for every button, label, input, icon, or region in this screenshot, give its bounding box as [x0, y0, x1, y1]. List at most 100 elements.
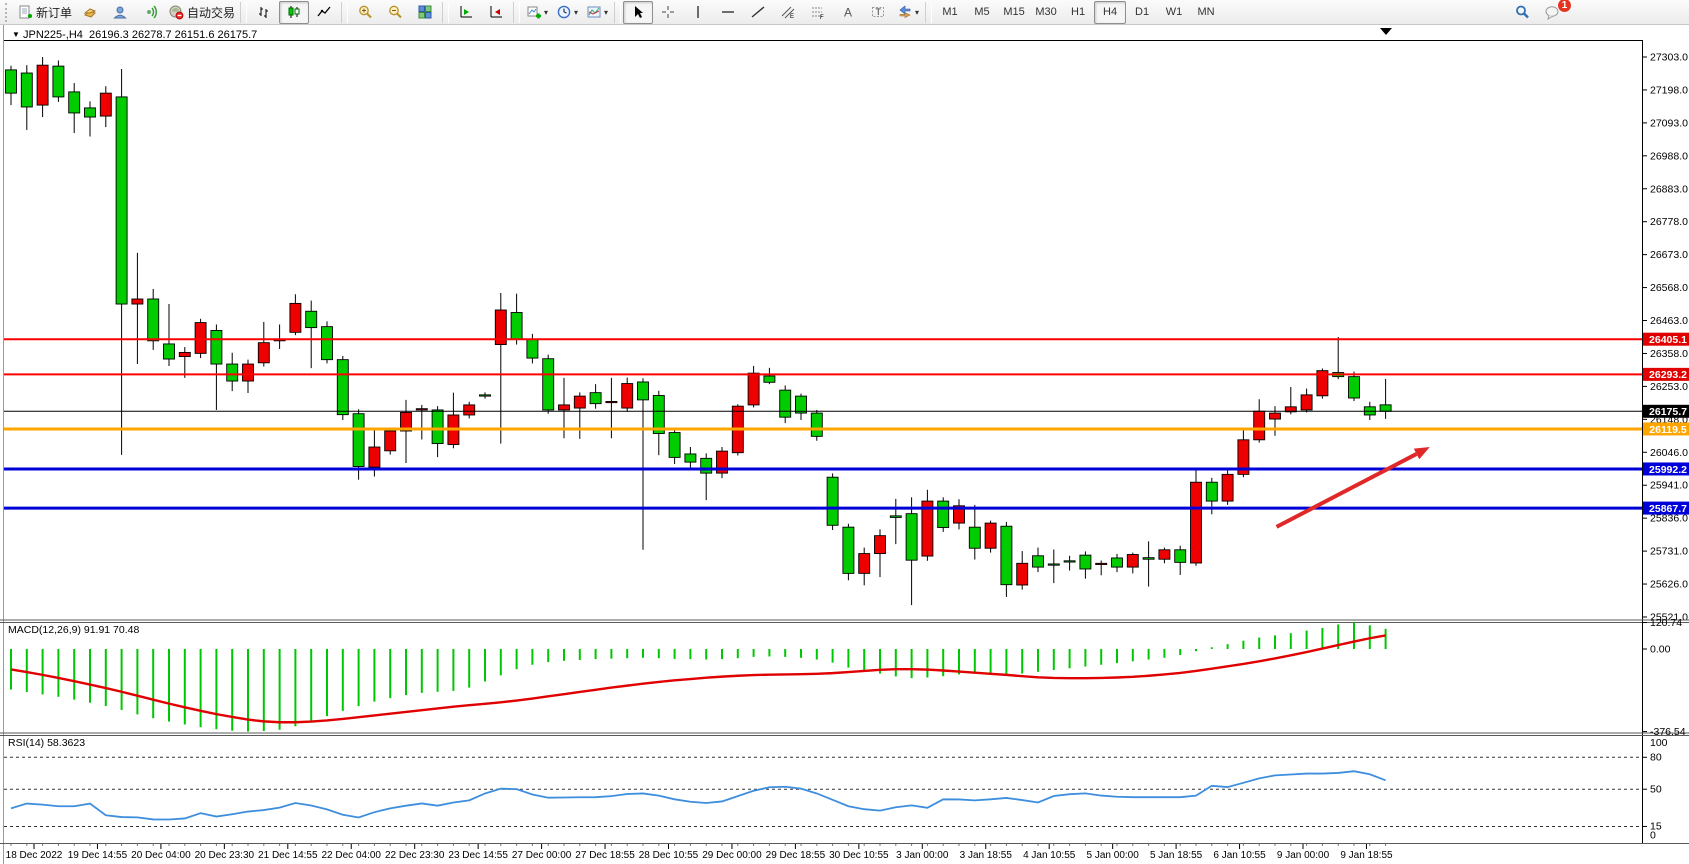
candlestick-button[interactable]	[279, 0, 310, 24]
toolbar-right: 1	[1507, 0, 1572, 24]
tf-h4[interactable]: H4	[1094, 0, 1127, 24]
svg-text:25626.0: 25626.0	[1650, 579, 1688, 591]
candle	[1047, 563, 1060, 566]
price-tag: 26119.5	[1643, 422, 1689, 436]
rsi-label: RSI(14) 58.3623	[8, 737, 86, 749]
tf-mn[interactable]: MN	[1197, 6, 1215, 18]
zoom-out-button[interactable]	[380, 1, 410, 24]
candle	[431, 409, 444, 445]
trendline-button[interactable]	[743, 1, 773, 24]
horizontal-line-button[interactable]	[713, 1, 743, 24]
toolbar-group: E F A T ▾	[623, 0, 923, 25]
candle	[84, 107, 96, 118]
crosshair-button[interactable]	[653, 1, 683, 24]
zoom-in-button[interactable]	[350, 1, 380, 24]
chat-button[interactable]: 1	[1537, 0, 1572, 24]
signals-button[interactable]	[135, 1, 165, 24]
svg-text:E: E	[790, 14, 794, 20]
candle	[115, 96, 128, 305]
line-chart-button[interactable]	[309, 1, 339, 24]
svg-text:27 Dec 18:55: 27 Dec 18:55	[575, 850, 635, 861]
svg-text:19 Dec 14:55: 19 Dec 14:55	[68, 850, 128, 861]
toolbar-separator	[442, 1, 450, 23]
text-label-button[interactable]: T	[863, 1, 893, 24]
tf-m5[interactable]: M5	[974, 6, 990, 18]
candle	[810, 412, 823, 437]
zoom-out-icon	[389, 5, 402, 19]
autotrade-button[interactable]: 自动交易	[165, 1, 238, 24]
svg-text:26568.0: 26568.0	[1650, 282, 1688, 294]
svg-text:T: T	[876, 7, 882, 17]
auto-scroll-button[interactable]	[451, 1, 481, 24]
tf-m1[interactable]: M1	[942, 6, 958, 18]
candlestick-icon	[288, 6, 300, 18]
toolbar-group: ▾ ▾ ▾	[522, 0, 612, 25]
new-chart-button[interactable]: ▾	[522, 1, 552, 24]
candle	[178, 351, 191, 357]
toolbar-separator	[240, 1, 248, 23]
periods-button[interactable]: ▾	[552, 1, 582, 24]
fibonacci-button[interactable]: F	[803, 1, 833, 24]
svg-text:27093.0: 27093.0	[1650, 117, 1688, 129]
candle	[1095, 562, 1108, 565]
svg-text:50: 50	[1650, 784, 1662, 796]
new-order-button[interactable]: 新订单	[14, 1, 75, 24]
signal-icon	[147, 5, 158, 19]
candle	[668, 432, 681, 458]
cursor-button[interactable]	[623, 0, 654, 24]
candle	[953, 505, 965, 524]
tf-m15[interactable]: M15	[1003, 6, 1025, 18]
toolbar-grip[interactable]	[5, 2, 12, 22]
svg-text:26883.0: 26883.0	[1650, 183, 1688, 195]
svg-text:3 Jan 18:55: 3 Jan 18:55	[960, 850, 1013, 861]
autotrade-icon	[169, 5, 184, 20]
chevron-down-icon: ▾	[604, 7, 609, 17]
candle	[1063, 560, 1076, 563]
candle	[415, 408, 428, 411]
chart-shift-button[interactable]	[481, 1, 511, 24]
collapse-icon[interactable]: ▼	[12, 30, 20, 39]
tf-m30[interactable]: M30	[1035, 6, 1057, 18]
search-button[interactable]	[1507, 1, 1537, 24]
candle	[1253, 410, 1266, 441]
trend-arrow[interactable]	[1275, 452, 1418, 529]
bar-chart-button[interactable]	[249, 1, 279, 24]
chart-shift-marker[interactable]	[1380, 28, 1392, 35]
candle	[400, 412, 412, 432]
history-center-button[interactable]	[75, 1, 105, 24]
tile-windows-button[interactable]	[410, 1, 440, 24]
candle	[716, 450, 728, 474]
svg-text:-376.54: -376.54	[1650, 726, 1686, 738]
tf-d1[interactable]: D1	[1135, 6, 1150, 18]
candle	[305, 310, 318, 329]
text-icon: A	[844, 6, 852, 20]
svg-text:0: 0	[1650, 830, 1656, 842]
toolbar-separator	[513, 1, 521, 23]
svg-text:120.74: 120.74	[1650, 617, 1682, 629]
svg-text:29 Dec 18:55: 29 Dec 18:55	[766, 850, 826, 861]
candle	[1205, 481, 1218, 502]
arrows-button[interactable]: ▾	[893, 1, 923, 24]
new-chart-icon	[527, 6, 542, 19]
tf-h1[interactable]: H1	[1071, 6, 1086, 18]
candle	[826, 476, 839, 526]
toolbar-group: M1 M5 M15 M30 H1 H4 D1 W1 MN	[934, 0, 1222, 25]
toolbar-separator	[614, 1, 622, 23]
vertical-line-button[interactable]	[683, 1, 713, 24]
svg-text:29 Dec 00:00: 29 Dec 00:00	[702, 850, 762, 861]
community-button[interactable]	[105, 1, 135, 24]
text-button[interactable]: A	[833, 1, 863, 24]
svg-text:26358.0: 26358.0	[1650, 348, 1688, 360]
tf-w1[interactable]: W1	[1165, 6, 1183, 18]
templates-button[interactable]: ▾	[582, 1, 612, 24]
clock-icon	[557, 5, 571, 19]
candle	[921, 500, 934, 557]
candle	[1158, 549, 1171, 560]
trend-arrow-head[interactable]	[1413, 447, 1430, 460]
candle	[747, 372, 760, 406]
candle	[368, 446, 381, 468]
svg-text:26046.0: 26046.0	[1650, 447, 1688, 459]
channel-button[interactable]: E	[773, 1, 803, 24]
rsi-line	[10, 770, 1386, 821]
candle	[652, 395, 665, 434]
